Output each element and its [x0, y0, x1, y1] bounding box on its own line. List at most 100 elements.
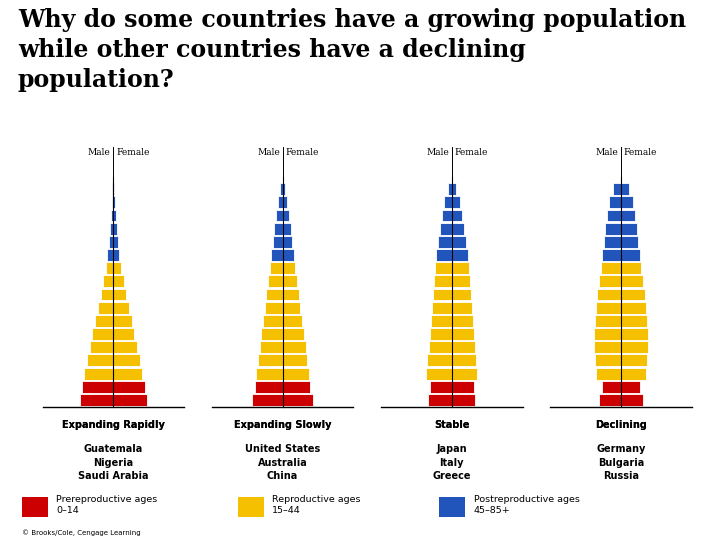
Bar [440, 223, 452, 235]
Bar [98, 302, 113, 314]
Text: Prereproductive ages
0–14: Prereproductive ages 0–14 [56, 495, 158, 515]
Bar [113, 394, 147, 406]
Bar [113, 289, 126, 300]
Text: Why do some countries have a growing population
while other countries have a dec: Why do some countries have a growing pop… [18, 8, 686, 91]
Bar [621, 341, 648, 353]
Bar [282, 368, 309, 380]
Bar [113, 249, 120, 261]
Text: Declining: Declining [595, 420, 647, 430]
Bar [607, 210, 621, 221]
Bar [594, 341, 621, 353]
Bar [282, 236, 292, 248]
Bar [282, 394, 313, 406]
Bar [90, 341, 113, 353]
Bar [430, 381, 452, 393]
Bar [452, 210, 462, 221]
Bar [113, 275, 124, 287]
Bar [282, 183, 285, 195]
Bar [452, 249, 468, 261]
Bar [599, 275, 621, 287]
Bar [266, 289, 282, 300]
Bar [621, 183, 629, 195]
Bar [621, 315, 647, 327]
Bar [280, 183, 282, 195]
Bar [621, 394, 643, 406]
Bar [80, 394, 113, 406]
Bar [103, 275, 113, 287]
Bar [452, 183, 456, 195]
Bar [431, 315, 452, 327]
Bar [274, 223, 282, 235]
Bar [433, 289, 452, 300]
Bar [621, 354, 647, 366]
Text: Germany
Bulgaria
Russia: Germany Bulgaria Russia [596, 444, 646, 481]
Bar [621, 210, 635, 221]
Bar [113, 341, 137, 353]
Bar [452, 197, 460, 208]
Bar [113, 354, 140, 366]
Bar [452, 394, 475, 406]
Text: United States
Australia
China: United States Australia China [245, 444, 320, 481]
Bar [603, 381, 621, 393]
Bar [595, 354, 621, 366]
Bar [452, 275, 470, 287]
Bar [113, 328, 135, 340]
Bar [282, 315, 302, 327]
Bar [438, 236, 452, 248]
Bar [621, 328, 648, 340]
Bar [113, 236, 118, 248]
Text: © Brooks/Cole, Cengage Learning: © Brooks/Cole, Cengage Learning [22, 529, 140, 536]
Bar [428, 341, 452, 353]
Bar [621, 223, 637, 235]
Bar [282, 275, 297, 287]
Bar [113, 315, 132, 327]
Text: Male: Male [595, 148, 618, 157]
Bar [282, 302, 300, 314]
Bar [256, 368, 282, 380]
Bar [113, 197, 115, 208]
Text: Expanding Rapidly: Expanding Rapidly [62, 420, 165, 430]
Bar [260, 341, 282, 353]
Bar [621, 368, 647, 380]
Text: Expanding Slowly: Expanding Slowly [234, 420, 331, 430]
Bar [113, 183, 114, 195]
Bar [282, 197, 287, 208]
Bar [113, 302, 129, 314]
Bar [430, 328, 452, 340]
Bar [452, 262, 469, 274]
Text: Female: Female [454, 148, 488, 157]
Bar [598, 289, 621, 300]
Bar [263, 315, 282, 327]
Bar [621, 197, 633, 208]
Text: Male: Male [426, 148, 449, 157]
Bar [261, 328, 282, 340]
Bar [428, 354, 452, 366]
Text: Guatemala
Nigeria
Saudi Arabia: Guatemala Nigeria Saudi Arabia [78, 444, 148, 481]
Bar [621, 249, 639, 261]
Bar [282, 210, 289, 221]
Bar [604, 236, 621, 248]
Bar [435, 262, 452, 274]
Text: Stable: Stable [434, 420, 469, 430]
Bar [84, 368, 113, 380]
Bar [95, 315, 113, 327]
Bar [82, 381, 113, 393]
Bar [441, 210, 452, 221]
Bar [252, 394, 282, 406]
Text: Female: Female [624, 148, 657, 157]
Bar [596, 302, 621, 314]
Text: Postreproductive ages
45–85+: Postreproductive ages 45–85+ [474, 495, 580, 515]
Bar [605, 223, 621, 235]
Bar [276, 210, 282, 221]
Text: Expanding Rapidly: Expanding Rapidly [62, 420, 165, 430]
Bar [600, 262, 621, 274]
Bar [609, 197, 621, 208]
Bar [270, 262, 282, 274]
Bar [452, 381, 474, 393]
Bar [621, 275, 643, 287]
Bar [101, 289, 113, 300]
Bar [452, 302, 472, 314]
Bar [282, 328, 304, 340]
Bar [428, 394, 452, 406]
Bar [621, 236, 638, 248]
